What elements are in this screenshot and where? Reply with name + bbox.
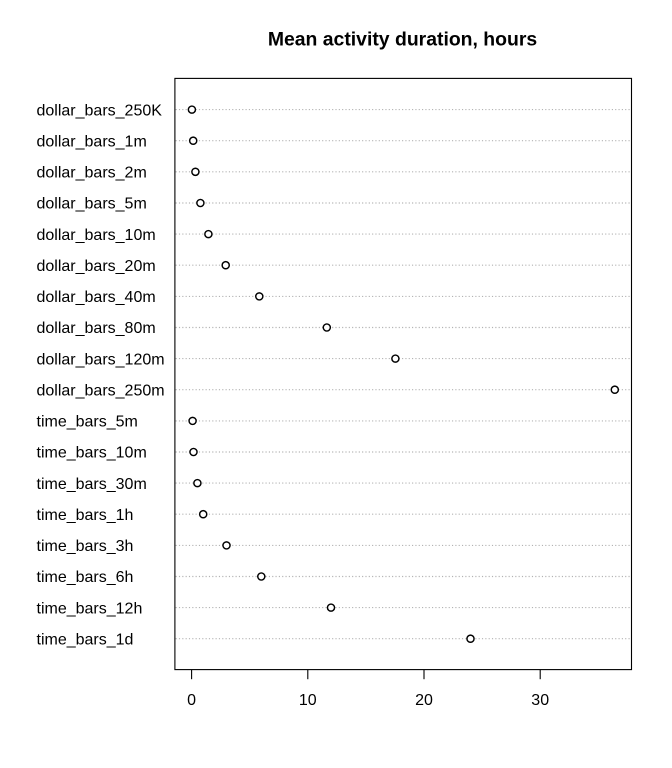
svg-text:time_bars_30m: time_bars_30m — [37, 476, 147, 493]
svg-text:dollar_bars_1m: dollar_bars_1m — [37, 133, 147, 150]
svg-text:dollar_bars_120m: dollar_bars_120m — [37, 351, 165, 368]
svg-text:time_bars_1d: time_bars_1d — [37, 631, 134, 648]
svg-text:time_bars_3h: time_bars_3h — [37, 538, 134, 555]
svg-text:time_bars_12h: time_bars_12h — [37, 600, 143, 617]
svg-text:dollar_bars_250K: dollar_bars_250K — [37, 102, 163, 119]
svg-text:20: 20 — [415, 692, 433, 709]
svg-text:dollar_bars_20m: dollar_bars_20m — [37, 258, 156, 275]
svg-text:dollar_bars_250m: dollar_bars_250m — [37, 382, 165, 399]
svg-text:Mean activity duration, hours: Mean activity duration, hours — [268, 29, 537, 51]
svg-text:dollar_bars_5m: dollar_bars_5m — [37, 196, 147, 213]
svg-text:dollar_bars_80m: dollar_bars_80m — [37, 320, 156, 337]
svg-text:10: 10 — [299, 692, 317, 709]
svg-text:time_bars_5m: time_bars_5m — [37, 414, 138, 431]
svg-text:dollar_bars_2m: dollar_bars_2m — [37, 165, 147, 182]
svg-text:time_bars_1h: time_bars_1h — [37, 507, 134, 524]
svg-text:30: 30 — [531, 692, 549, 709]
svg-text:time_bars_6h: time_bars_6h — [37, 569, 134, 586]
svg-text:dollar_bars_40m: dollar_bars_40m — [37, 289, 156, 306]
svg-text:dollar_bars_10m: dollar_bars_10m — [37, 227, 156, 244]
svg-text:0: 0 — [187, 692, 196, 709]
svg-text:time_bars_10m: time_bars_10m — [37, 445, 147, 462]
